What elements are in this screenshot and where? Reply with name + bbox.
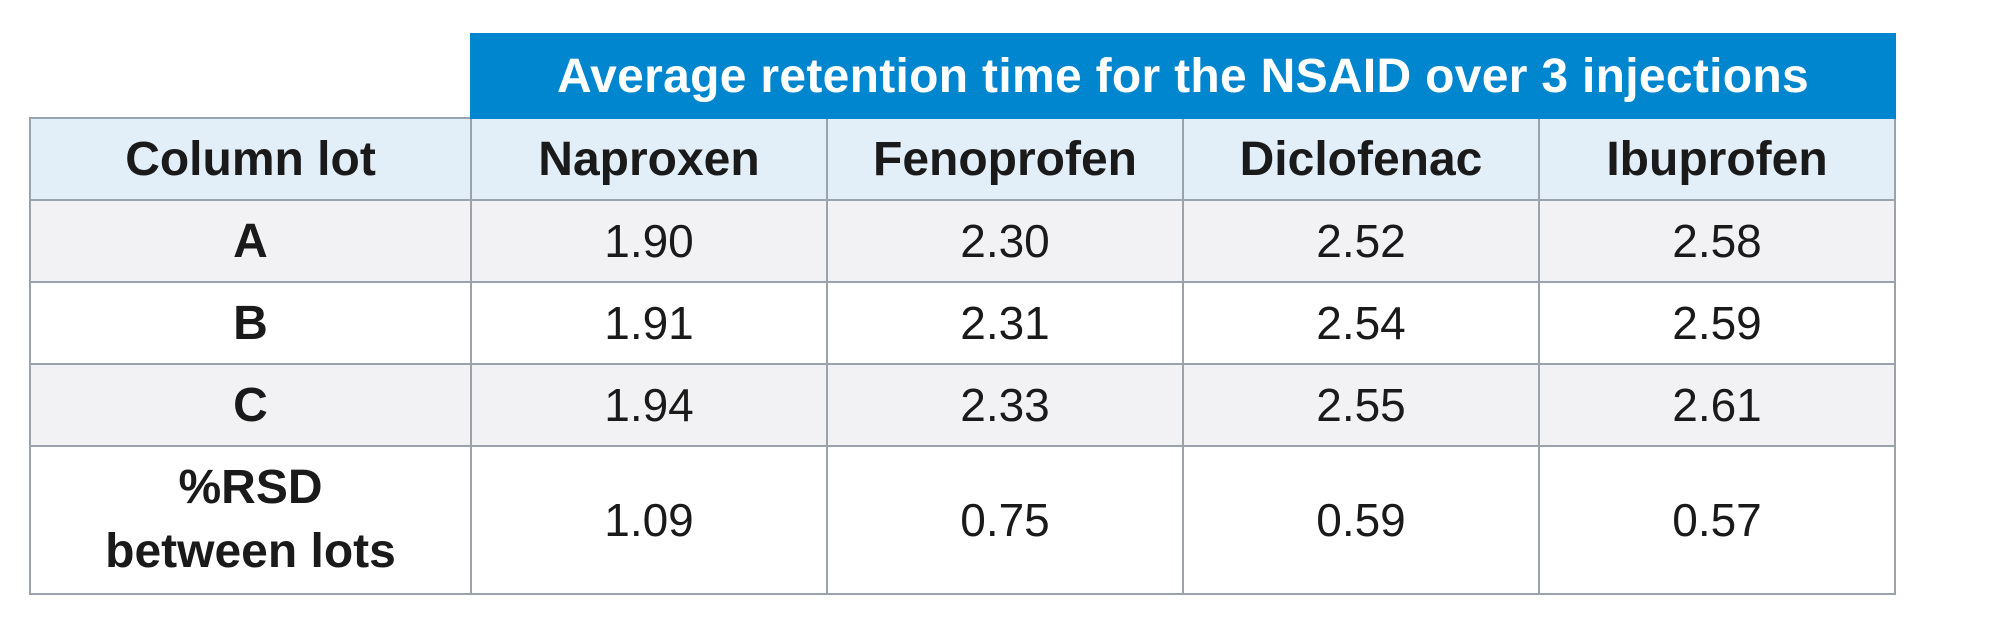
rsd-label-line-1: %RSD bbox=[178, 461, 323, 514]
table-cell: 1.09 bbox=[470, 445, 828, 595]
column-header-diclofenac: Diclofenac bbox=[1182, 117, 1540, 201]
row-label-c: C bbox=[29, 363, 472, 447]
rsd-label-line-2: between lots bbox=[105, 525, 396, 578]
column-header-ibuprofen: Ibuprofen bbox=[1538, 117, 1896, 201]
table-cell: 2.55 bbox=[1182, 363, 1540, 447]
table-cell: 0.75 bbox=[826, 445, 1184, 595]
retention-time-table-container: Average retention time for the NSAID ove… bbox=[29, 33, 1896, 595]
banner-row: Average retention time for the NSAID ove… bbox=[30, 33, 1896, 119]
table-row: B 1.91 2.31 2.54 2.59 bbox=[29, 281, 1896, 365]
rsd-row: %RSD between lots 1.09 0.75 0.59 0.57 bbox=[29, 445, 1896, 595]
column-header-lot: Column lot bbox=[29, 117, 472, 201]
table-row: A 1.90 2.30 2.52 2.58 bbox=[29, 199, 1896, 283]
table-cell: 1.91 bbox=[470, 281, 828, 365]
column-header-row: Column lot Naproxen Fenoprofen Diclofena… bbox=[29, 117, 1896, 201]
table-cell: 2.61 bbox=[1538, 363, 1896, 447]
row-label-a: A bbox=[29, 199, 472, 283]
table-cell: 1.94 bbox=[470, 363, 828, 447]
table-cell: 0.57 bbox=[1538, 445, 1896, 595]
column-header-naproxen: Naproxen bbox=[470, 117, 828, 201]
table-cell: 0.59 bbox=[1182, 445, 1540, 595]
table-cell: 2.59 bbox=[1538, 281, 1896, 365]
table-banner: Average retention time for the NSAID ove… bbox=[470, 33, 1896, 119]
table-row: C 1.94 2.33 2.55 2.61 bbox=[29, 363, 1896, 447]
retention-time-table: Average retention time for the NSAID ove… bbox=[29, 33, 1896, 595]
row-label-b: B bbox=[29, 281, 472, 365]
table-cell: 2.33 bbox=[826, 363, 1184, 447]
rsd-row-label: %RSD between lots bbox=[29, 445, 472, 595]
table-cell: 2.30 bbox=[826, 199, 1184, 283]
table-cell: 1.90 bbox=[470, 199, 828, 283]
column-header-fenoprofen: Fenoprofen bbox=[826, 117, 1184, 201]
table-cell: 2.54 bbox=[1182, 281, 1540, 365]
corner-cell bbox=[30, 34, 471, 118]
table-cell: 2.31 bbox=[826, 281, 1184, 365]
table-cell: 2.52 bbox=[1182, 199, 1540, 283]
table-cell: 2.58 bbox=[1538, 199, 1896, 283]
